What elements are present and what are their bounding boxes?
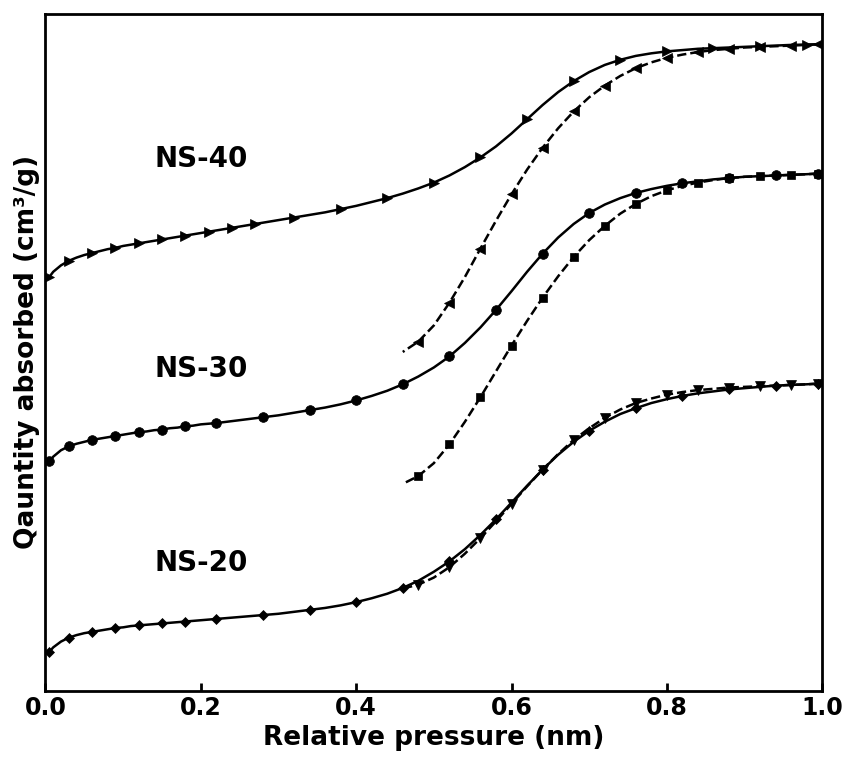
X-axis label: Relative pressure (nm): Relative pressure (nm) [263, 725, 604, 751]
Text: NS-20: NS-20 [154, 549, 248, 577]
Text: NS-30: NS-30 [154, 355, 248, 383]
Text: NS-40: NS-40 [154, 145, 248, 173]
Y-axis label: Qauntity absorbed (cm³/g): Qauntity absorbed (cm³/g) [14, 155, 40, 549]
